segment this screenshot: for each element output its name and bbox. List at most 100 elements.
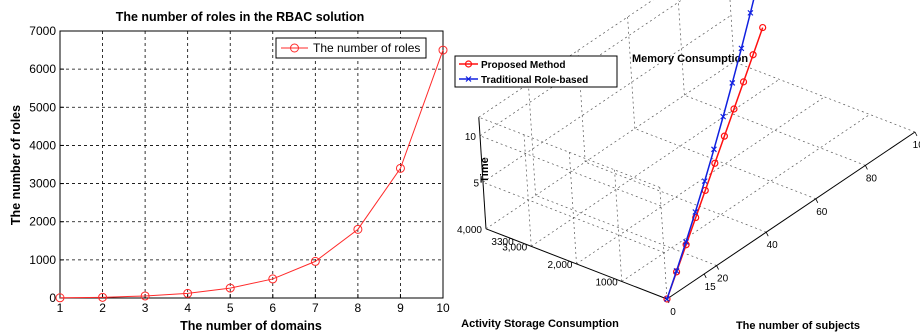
y-tick-label: 0 [49, 291, 56, 305]
y-axis-label: Activity Storage Consumption [461, 318, 619, 330]
plot-area [59, 30, 444, 299]
wall-gridline [482, 181, 665, 253]
y-tick-label: 6000 [29, 62, 56, 76]
grid [60, 31, 443, 298]
axis-y [485, 228, 668, 300]
axis-x [666, 131, 916, 300]
x-axis-label: The number of domains [180, 319, 322, 333]
data-point [140, 291, 150, 301]
data-point [395, 163, 405, 173]
data-point [268, 274, 278, 284]
axis-ticks: 1 2 3 4 5 6 7 8 9 10 0 1000 2000 3000 4000 5000 6000 7000 [29, 24, 450, 315]
chart-title: The number of roles in the RBAC solution [116, 10, 365, 24]
floor-gridline [535, 195, 717, 266]
y-tick-label: 3000 [29, 177, 56, 191]
chart-title: Memory Consumption [632, 53, 748, 65]
data-point [692, 213, 700, 222]
legend-marker [290, 43, 299, 53]
data-point [711, 146, 717, 153]
x-tick-label: 7 [312, 301, 319, 315]
legend-label-proposed: Proposed Method [481, 60, 565, 71]
x-tick [865, 165, 868, 170]
x-tick-label: 15 [705, 282, 717, 293]
y-tick-label: 1000 [596, 277, 619, 288]
data-point [739, 78, 748, 86]
legend-label-traditional: Traditional Role-based [481, 75, 588, 86]
x-tick-label: 3 [142, 301, 149, 315]
data-point-stroke [720, 113, 727, 120]
data-point [729, 80, 736, 86]
box-edge [478, 116, 660, 188]
data-point [701, 178, 708, 185]
data-point [747, 9, 754, 16]
data-point [438, 45, 448, 55]
data-point [225, 283, 235, 293]
data-point [673, 268, 680, 274]
y-tick-label: 2,000 [547, 260, 572, 271]
floor-gridline [585, 161, 767, 233]
legend-marker-traditional [465, 76, 472, 82]
series-line [59, 49, 444, 299]
legend-label: The number of roles [313, 41, 420, 55]
x-tick-label: 5 [227, 301, 234, 315]
data-point-stroke [711, 146, 717, 153]
wall-gridline [677, 0, 685, 96]
data-point [738, 45, 745, 52]
x-tick-label: 9 [397, 301, 404, 315]
x-tick-label: 2 [99, 301, 106, 315]
data-point-stroke [747, 9, 754, 16]
data-point-stroke [683, 239, 689, 245]
x-tick [703, 273, 707, 279]
y-tick-label: 7000 [29, 24, 56, 38]
y-tick-label: 4000 [29, 138, 56, 152]
data-point [759, 23, 767, 32]
legend: The number of roles [275, 37, 427, 59]
data-point-stroke [729, 80, 736, 86]
roles-chart: The number of roles in the RBAC solution… [9, 10, 450, 333]
box-edge [733, 61, 916, 133]
z-tick-label: 10 [465, 132, 477, 143]
box-edge [729, 0, 735, 62]
data-point [720, 113, 727, 120]
data-point [353, 224, 363, 234]
legend-box [275, 37, 427, 59]
box-edge [659, 187, 668, 300]
legend-marker-proposed [464, 60, 473, 68]
data-point-stroke [701, 178, 708, 185]
x-tick-label: 8 [355, 301, 362, 315]
data-point [683, 239, 689, 245]
data-point [183, 288, 193, 298]
wall-gridline [577, 50, 586, 163]
data-point [692, 209, 699, 215]
data-point [55, 293, 65, 303]
data-point [664, 296, 670, 302]
y-tick-label: 4,000 [457, 225, 482, 236]
legend: Proposed Method Traditional Role-based [454, 55, 618, 88]
data-point [98, 292, 108, 302]
y-axis-label: The number of roles [9, 105, 23, 225]
data-point [663, 295, 671, 303]
series-layer [663, 0, 767, 303]
wall-gridline [528, 83, 536, 196]
y-tick-label: 5000 [29, 100, 56, 114]
x-tick [765, 232, 769, 237]
wall-gridline [614, 169, 623, 282]
x-tick-label: 6 [269, 301, 276, 315]
x-tick-label: 20 [717, 274, 729, 285]
x-tick-label: 4 [184, 301, 191, 315]
wall-gridline [568, 152, 577, 264]
legend-box [454, 55, 618, 88]
data-point [310, 256, 320, 266]
floor-gridline [576, 96, 825, 265]
floor-gridline [621, 114, 870, 282]
wall-gridline [482, 15, 732, 183]
y-tick-label: 3,000 [502, 242, 527, 253]
y-tick-label: 1000 [29, 253, 56, 267]
x-tick-label: 100 [913, 140, 920, 151]
y-tick-label: 3300 [491, 237, 514, 248]
wall-gridline [523, 134, 532, 247]
series-layer [55, 45, 448, 303]
floor-gridline [634, 128, 816, 200]
